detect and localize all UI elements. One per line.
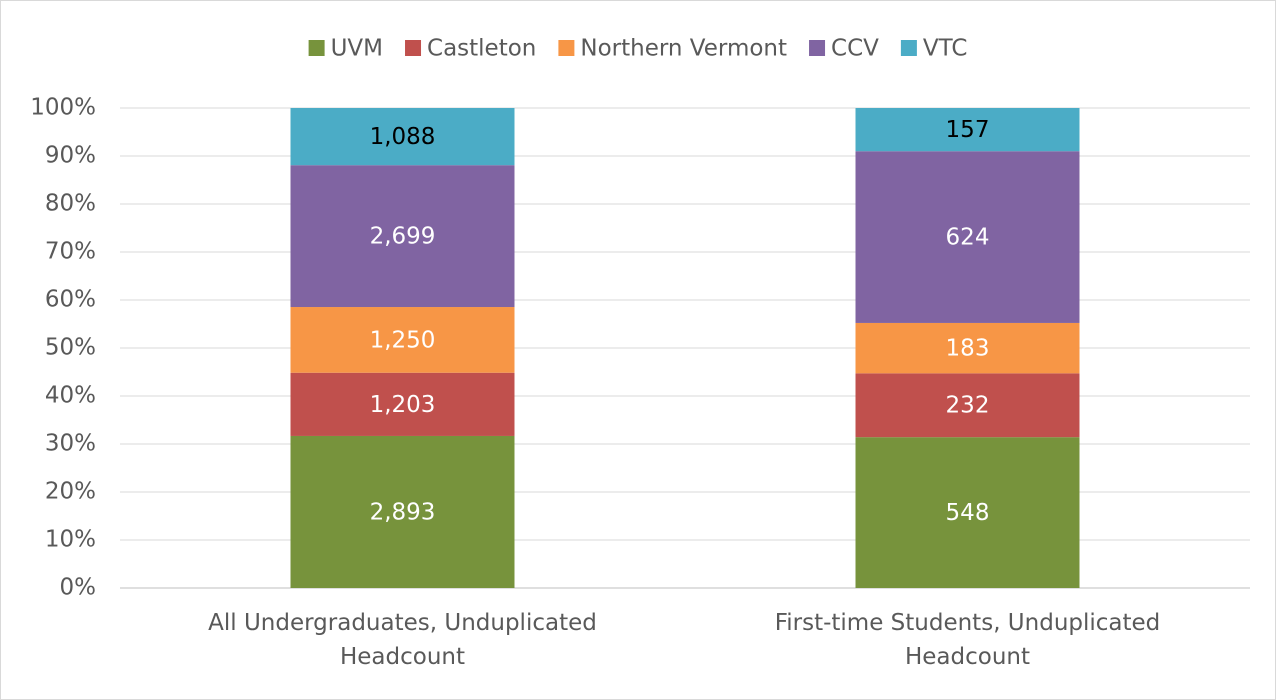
y-tick-label: 0% [60,575,97,601]
y-tick-label: 30% [45,431,96,457]
legend-label: UVM [331,36,383,62]
bar-segment [855,108,1080,152]
bar-segment [855,322,1080,374]
y-tick-label: 100% [30,95,96,121]
y-tick-label: 10% [45,527,96,553]
legend-label: Northern Vermont [580,36,787,62]
legend-label: CCV [831,36,879,62]
legend-swatch [809,40,826,56]
bar-segment [855,151,1080,323]
bar-segment [290,435,515,588]
y-tick-label: 20% [45,479,96,505]
value-label: 1,203 [370,392,436,418]
y-tick-label: 50% [45,335,96,361]
bar-segment [855,437,1080,588]
y-tick-label: 60% [45,287,96,313]
y-tick-label: 90% [45,143,96,169]
legend-swatch [900,40,917,56]
legend-swatch [308,40,325,56]
bar-segment [290,165,515,308]
x-tick-label: All Undergraduates, Unduplicated Headcou… [208,610,597,670]
legend-swatch [558,40,575,56]
legend-label: VTC [923,36,968,62]
y-tick-label: 80% [45,191,96,217]
bar-segment [290,372,515,436]
value-label: 2,699 [370,224,436,250]
y-tick-label: 40% [45,383,96,409]
legend-swatch [405,40,422,56]
value-label: 548 [946,500,990,526]
bar-segment [290,108,515,166]
x-tick-label: First-time Students, Unduplicated Headco… [774,610,1161,670]
legend-label: Castleton [427,36,536,62]
value-label: 157 [946,117,990,143]
value-label: 183 [946,336,990,362]
value-label: 1,250 [370,327,436,353]
bar-segment [855,373,1080,438]
value-label: 1,088 [370,124,436,150]
y-tick-label: 70% [45,239,96,265]
bar-segment [290,307,515,373]
value-label: 232 [946,393,990,419]
value-label: 2,893 [370,499,436,525]
value-label: 624 [946,225,990,251]
